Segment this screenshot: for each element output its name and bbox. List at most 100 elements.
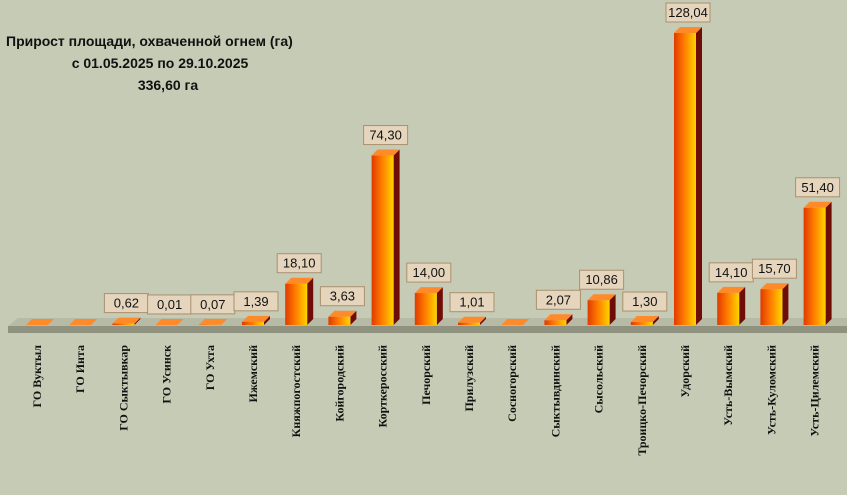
chart-title: Прирост площади, охваченной огнем (га) [6, 33, 293, 49]
bar-side [739, 286, 746, 325]
x-tick-label: Сыктывдинский [548, 345, 562, 437]
value-label-box [406, 262, 452, 283]
bar [371, 155, 394, 325]
bar-side [782, 283, 789, 325]
bar [544, 320, 567, 325]
value-label: 74,30 [369, 128, 402, 143]
bar [458, 322, 480, 325]
bar-top [371, 149, 400, 156]
x-tick-label: Печорский [419, 345, 433, 405]
bar [630, 322, 653, 325]
bar-side [652, 316, 659, 325]
x-tick-label: Усть-Цилемский [808, 345, 822, 437]
x-tick-label: Сысольский [592, 345, 606, 413]
bar-top [458, 316, 486, 323]
value-label-box [535, 289, 581, 310]
bar-top [717, 286, 746, 293]
value-label-box [622, 291, 668, 312]
value-label-box [795, 177, 841, 198]
bar-top [328, 310, 357, 317]
bar [414, 293, 437, 325]
bar-side [177, 318, 184, 325]
bar-side [393, 149, 400, 325]
x-tick-label: ГО Усинск [160, 345, 174, 404]
value-label: 1,01 [459, 295, 484, 310]
x-tick-label: Корткеросский [376, 345, 390, 428]
bar-side [436, 287, 443, 325]
bar-top [112, 317, 141, 324]
x-tick-label: ГО Вуктыл [30, 345, 44, 408]
bar-side [480, 316, 486, 325]
bar-side [307, 277, 314, 325]
x-tick-label: ГО Ухта [203, 345, 217, 390]
value-label-box [363, 125, 409, 146]
bar-top [198, 318, 227, 325]
bar-top [587, 294, 616, 301]
value-label: 128,04 [668, 5, 708, 20]
value-label: 14,00 [413, 265, 446, 280]
value-label-box [276, 253, 322, 274]
value-label: 51,40 [801, 180, 834, 195]
value-label: 0,07 [200, 297, 225, 312]
floor-front [8, 326, 847, 333]
value-label: 18,10 [283, 256, 316, 271]
bar [328, 316, 351, 325]
bar-side [566, 314, 573, 325]
bar-top [760, 283, 789, 290]
bar-top [501, 319, 530, 325]
x-tick-label: Усть-Куломский [764, 345, 778, 435]
bar [112, 323, 135, 325]
bar-top [285, 277, 314, 284]
value-label-box [579, 269, 625, 290]
x-tick-label: Сосногорский [505, 345, 519, 422]
value-label: 1,39 [243, 294, 268, 309]
value-label-box [665, 2, 711, 23]
bar-side [134, 317, 141, 325]
bar-top [803, 201, 832, 208]
bar-top [69, 319, 98, 325]
x-tick-label: Прилузский [462, 345, 476, 412]
x-tick-label: Удорский [678, 345, 692, 398]
bar-top [414, 287, 443, 294]
value-label: 10,86 [585, 272, 618, 287]
bar-top [674, 27, 702, 33]
x-tick-label: Ижемский [246, 345, 260, 403]
bar [717, 292, 740, 325]
bar [242, 321, 264, 325]
value-label: 0,62 [114, 296, 139, 311]
x-tick-label: Троицко-Печорский [635, 345, 649, 456]
total-annotation: 336,60 га [138, 77, 199, 93]
bar-side [696, 27, 702, 325]
value-label-box [233, 291, 279, 312]
bar-side [264, 315, 270, 325]
value-label: 3,63 [330, 289, 355, 304]
bar [285, 283, 308, 325]
x-tick-label: ГО Инта [73, 345, 87, 393]
value-label-box [319, 286, 365, 307]
x-tick-label: Койгородский [332, 345, 346, 422]
value-label: 2,07 [546, 292, 571, 307]
bar-top [242, 315, 270, 322]
bar-side [609, 294, 616, 325]
value-label: 14,10 [715, 265, 748, 280]
value-label-box [449, 292, 495, 313]
bar [760, 289, 783, 325]
value-label: 0,01 [157, 297, 182, 312]
bar [803, 207, 826, 325]
bar-top [26, 319, 54, 325]
bar-side [350, 310, 357, 325]
bar-top [544, 314, 573, 321]
x-tick-label: Усть-Вымский [721, 345, 735, 426]
bar [674, 33, 696, 325]
value-label: 1,30 [632, 294, 657, 309]
x-tick-label: Княжпогостский [289, 345, 303, 437]
bar [587, 300, 610, 325]
value-label: 15,70 [758, 261, 791, 276]
bar-side [220, 318, 227, 325]
bar-top [155, 318, 184, 325]
value-label-box [751, 258, 797, 279]
chart-subtitle: с 01.05.2025 по 29.10.2025 [72, 55, 249, 71]
x-tick-label: ГО Сыктывкар [116, 345, 130, 431]
bar-top [630, 316, 659, 323]
